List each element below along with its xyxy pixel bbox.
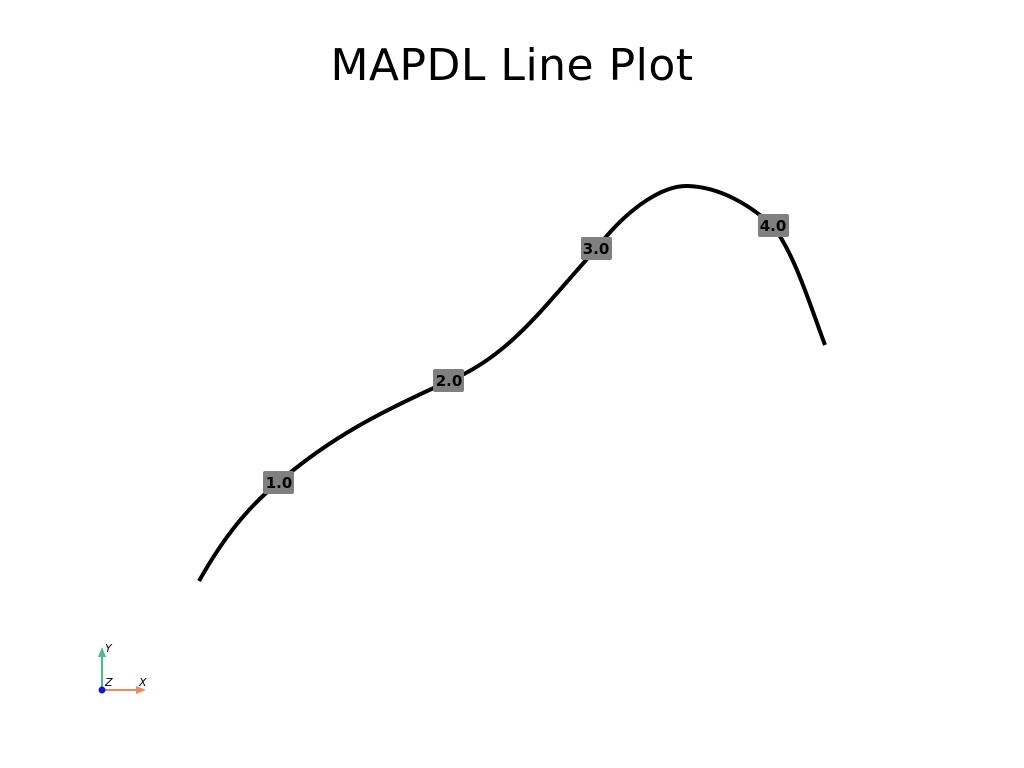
line-label-1: 1.0: [263, 471, 294, 494]
plot-title: MAPDL Line Plot: [330, 40, 694, 91]
y-axis-label: Y: [105, 642, 113, 655]
line-label-2-text: 2.0: [436, 372, 463, 390]
line-label-3: 3.0: [581, 237, 612, 260]
x-axis-arrowhead: [136, 686, 146, 694]
spline-line: [197, 183, 827, 582]
z-axis-dot: [98, 686, 106, 694]
x-axis-label: X: [138, 676, 147, 689]
axes-triad: Y Z X: [98, 642, 147, 694]
line-labels: 1.0 2.0 3.0 4.0: [263, 214, 789, 494]
line-label-2: 2.0: [433, 369, 464, 392]
z-axis-label: Z: [104, 676, 113, 689]
line-label-4: 4.0: [758, 214, 789, 237]
line-label-3-text: 3.0: [583, 240, 610, 258]
curve-group: [197, 183, 827, 582]
line-label-1-text: 1.0: [266, 474, 293, 492]
y-axis-arrowhead: [98, 647, 106, 657]
line-label-4-text: 4.0: [760, 217, 787, 235]
